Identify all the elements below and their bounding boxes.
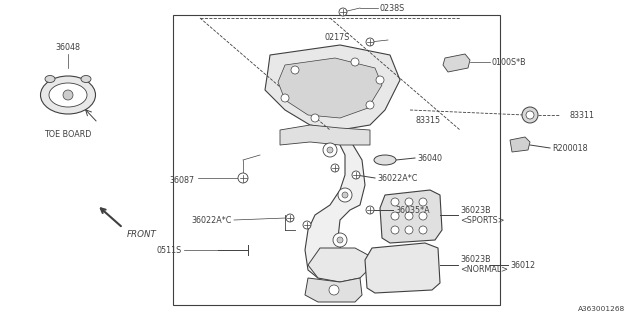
- Text: <SPORTS>: <SPORTS>: [460, 215, 504, 225]
- Circle shape: [339, 8, 347, 16]
- Polygon shape: [443, 54, 470, 72]
- Polygon shape: [305, 278, 362, 302]
- Circle shape: [419, 198, 427, 206]
- Circle shape: [366, 38, 374, 46]
- Text: 36087: 36087: [170, 175, 195, 185]
- Text: 36022A*C: 36022A*C: [377, 173, 417, 182]
- Circle shape: [366, 206, 374, 214]
- Ellipse shape: [374, 155, 396, 165]
- Circle shape: [303, 221, 311, 229]
- Ellipse shape: [49, 83, 87, 107]
- Text: 83315: 83315: [415, 116, 440, 124]
- Text: <NORMAL>: <NORMAL>: [460, 266, 508, 275]
- Text: 36048: 36048: [56, 43, 81, 52]
- Polygon shape: [173, 15, 500, 305]
- Polygon shape: [305, 125, 365, 280]
- Polygon shape: [280, 125, 370, 145]
- Text: 83311: 83311: [570, 110, 595, 119]
- Text: 36023B: 36023B: [460, 205, 491, 214]
- Text: R200018: R200018: [552, 143, 588, 153]
- Circle shape: [238, 173, 248, 183]
- Circle shape: [405, 212, 413, 220]
- Text: FRONT: FRONT: [127, 230, 157, 239]
- Text: 36035*A: 36035*A: [395, 205, 429, 214]
- Circle shape: [522, 107, 538, 123]
- Ellipse shape: [40, 76, 95, 114]
- Circle shape: [352, 171, 360, 179]
- Circle shape: [391, 212, 399, 220]
- Polygon shape: [278, 58, 382, 118]
- Circle shape: [63, 90, 73, 100]
- Ellipse shape: [45, 76, 55, 83]
- Circle shape: [286, 214, 294, 222]
- Text: 36023B: 36023B: [460, 255, 491, 265]
- Circle shape: [351, 58, 359, 66]
- Text: 0100S*B: 0100S*B: [492, 58, 527, 67]
- Text: TOE BOARD: TOE BOARD: [44, 130, 92, 139]
- Circle shape: [419, 212, 427, 220]
- Text: 0217S: 0217S: [324, 33, 350, 42]
- Circle shape: [366, 101, 374, 109]
- Circle shape: [333, 233, 347, 247]
- Circle shape: [327, 147, 333, 153]
- Text: 36040: 36040: [417, 154, 442, 163]
- Circle shape: [391, 226, 399, 234]
- Circle shape: [338, 188, 352, 202]
- Circle shape: [342, 192, 348, 198]
- Ellipse shape: [81, 76, 91, 83]
- Polygon shape: [510, 137, 530, 152]
- Polygon shape: [308, 248, 370, 282]
- Circle shape: [526, 111, 534, 119]
- Circle shape: [337, 237, 343, 243]
- Circle shape: [311, 114, 319, 122]
- Text: 36022A*C: 36022A*C: [191, 215, 232, 225]
- Circle shape: [291, 66, 299, 74]
- Circle shape: [281, 94, 289, 102]
- Circle shape: [419, 226, 427, 234]
- Circle shape: [323, 143, 337, 157]
- Text: 36012: 36012: [510, 260, 535, 269]
- Text: A363001268: A363001268: [578, 306, 625, 312]
- Circle shape: [391, 198, 399, 206]
- Circle shape: [329, 285, 339, 295]
- Circle shape: [405, 198, 413, 206]
- Polygon shape: [365, 243, 440, 293]
- Circle shape: [376, 76, 384, 84]
- Text: 0511S: 0511S: [157, 245, 182, 254]
- Polygon shape: [265, 45, 400, 130]
- Circle shape: [405, 226, 413, 234]
- Polygon shape: [380, 190, 442, 243]
- Text: 0238S: 0238S: [380, 4, 405, 12]
- Circle shape: [331, 164, 339, 172]
